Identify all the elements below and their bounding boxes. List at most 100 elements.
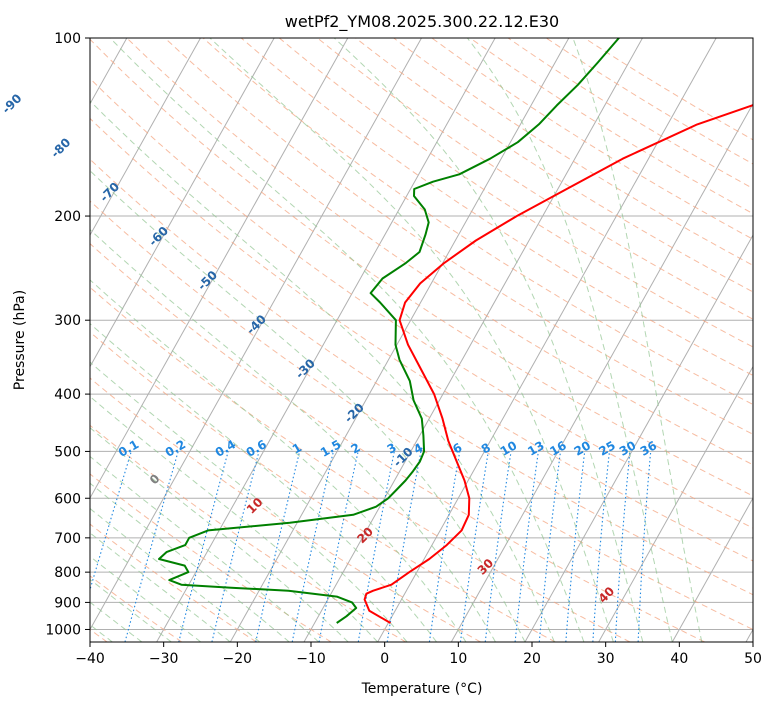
- y-tick-label: 800: [54, 565, 81, 581]
- mixing-ratio-label: 36: [638, 438, 659, 458]
- moist-adiabat-line: [90, 507, 261, 642]
- mixing-ratio-label: 1: [290, 440, 304, 456]
- y-tick-label: 100: [54, 31, 81, 47]
- dry-adiabat-line: [317, 38, 753, 320]
- dry-adiabat-line: [90, 117, 753, 562]
- mixing-ratio-label: 1.5: [318, 437, 343, 460]
- mixing-ratio-line: [484, 451, 512, 642]
- mixing-ratio-label: 0.4: [213, 437, 238, 460]
- dry-adiabat-line: [90, 424, 407, 642]
- x-tick-label: −30: [149, 651, 179, 667]
- mixing-ratio-label: 20: [572, 438, 593, 458]
- isotherm-line: [229, 38, 570, 642]
- x-tick-label: 10: [449, 651, 467, 667]
- isotherm-label: -90: [0, 91, 24, 116]
- plot-frame: [89, 37, 754, 643]
- background-lines: [90, 38, 753, 642]
- y-tick-label: 400: [54, 387, 81, 403]
- moist-adiabat-line: [90, 323, 438, 642]
- mixing-ratio-line: [428, 451, 461, 642]
- mixing-ratio-line: [538, 451, 562, 642]
- x-axis-ticks: −40 −30 −20 −10 0 10 20 30 40 50: [75, 642, 762, 667]
- moist-adiabat-line: [90, 361, 408, 642]
- y-tick-label: 700: [54, 531, 81, 547]
- dry-adiabat-line: [90, 158, 753, 596]
- moist-adiabat-line: [90, 170, 526, 642]
- x-tick-label: 20: [523, 651, 541, 667]
- dry-adiabat-line: [507, 38, 753, 190]
- isotherm-line: [90, 38, 201, 237]
- isotherm-line: [90, 38, 422, 631]
- moist-adiabat-line: [90, 532, 231, 642]
- dry-adiabat-line: [202, 38, 753, 406]
- dry-adiabat-line: [126, 38, 753, 466]
- moist-adiabat-line: [90, 100, 555, 642]
- dry-adiabat-line: [90, 242, 705, 642]
- dry-adiabat-line: [90, 331, 556, 642]
- x-tick-label: 40: [670, 651, 688, 667]
- mixing-ratio-label: 8: [479, 440, 493, 456]
- y-tick-label: 600: [54, 491, 81, 507]
- isotherm-label: -80: [48, 135, 73, 160]
- y-tick-label: 500: [54, 444, 81, 460]
- mixing-ratio-line: [211, 451, 260, 642]
- dry-adiabat-line: [355, 38, 753, 293]
- x-tick-label: −40: [75, 651, 105, 667]
- mixing-ratio-line: [318, 451, 359, 642]
- mixing-ratio-label: 10: [498, 438, 519, 458]
- mixing-ratio-label: 16: [547, 438, 568, 458]
- moist-adiabat-line: [333, 38, 644, 642]
- temperature-profile-line: [363, 104, 753, 624]
- dry-adiabat-line: [469, 38, 753, 215]
- mixing-ratio-line: [178, 451, 229, 642]
- mixing-ratio-line: [124, 451, 179, 642]
- isotherm-line: [377, 38, 717, 642]
- moist-adiabat-line: [90, 279, 467, 642]
- dry-adiabat-line: [90, 575, 183, 642]
- y-axis-ticks: 100 200 300 400 500 600 700 800 900 1000: [45, 31, 90, 638]
- dry-adiabat-line: [90, 286, 631, 642]
- dry-adiabat-line: [278, 38, 753, 348]
- y-tick-label: 200: [54, 209, 81, 225]
- y-tick-label: 900: [54, 595, 81, 611]
- mixing-ratio-line: [614, 451, 631, 642]
- x-tick-label: −10: [296, 651, 326, 667]
- moist-adiabat-line: [90, 228, 496, 642]
- moist-adiabat-line: [90, 395, 378, 642]
- dry-adiabat-line: [584, 38, 753, 141]
- mixing-ratio-line: [565, 451, 586, 642]
- isotherm-line: [745, 628, 753, 642]
- dry-adiabat-line: [90, 200, 753, 631]
- x-axis-title: Temperature (°C): [361, 681, 483, 697]
- mixing-ratio-line: [514, 451, 539, 642]
- y-axis-title: Pressure (hPa): [12, 290, 28, 390]
- mixing-ratio-line: [459, 451, 489, 642]
- y-tick-label: 1000: [45, 622, 81, 638]
- isotherm-line: [524, 234, 753, 642]
- dry-adiabat-line: [164, 38, 753, 435]
- isotherm-line: [450, 102, 753, 642]
- isotherm-line: [671, 497, 753, 642]
- dry-adiabat-line: [90, 473, 332, 642]
- moist-adiabat-line: [209, 38, 614, 642]
- mixing-ratio-line: [592, 451, 610, 642]
- dry-adiabat-line: [90, 77, 753, 529]
- isotherm-line: [90, 38, 349, 500]
- mixing-ratio-label: 0.1: [116, 437, 141, 460]
- mixing-ratio-label: 6: [450, 440, 464, 456]
- mixing-ratio-line: [637, 451, 652, 642]
- dry-adiabat-line: [90, 38, 753, 497]
- y-tick-label: 300: [54, 313, 81, 329]
- dry-adiabat-label: 20: [354, 524, 376, 546]
- dewpoint-profile-line: [158, 38, 620, 624]
- moist-adiabat-line: [90, 427, 349, 642]
- isotherm-line: [598, 365, 753, 642]
- isotherm-line: [90, 38, 275, 368]
- x-tick-label: 50: [744, 651, 762, 667]
- isotherm-line: [303, 38, 643, 642]
- moist-adiabat-line: [90, 482, 290, 642]
- dry-adiabat-line: [240, 38, 753, 376]
- isotherm-line: [156, 38, 496, 642]
- moist-adiabat-line: [109, 38, 585, 642]
